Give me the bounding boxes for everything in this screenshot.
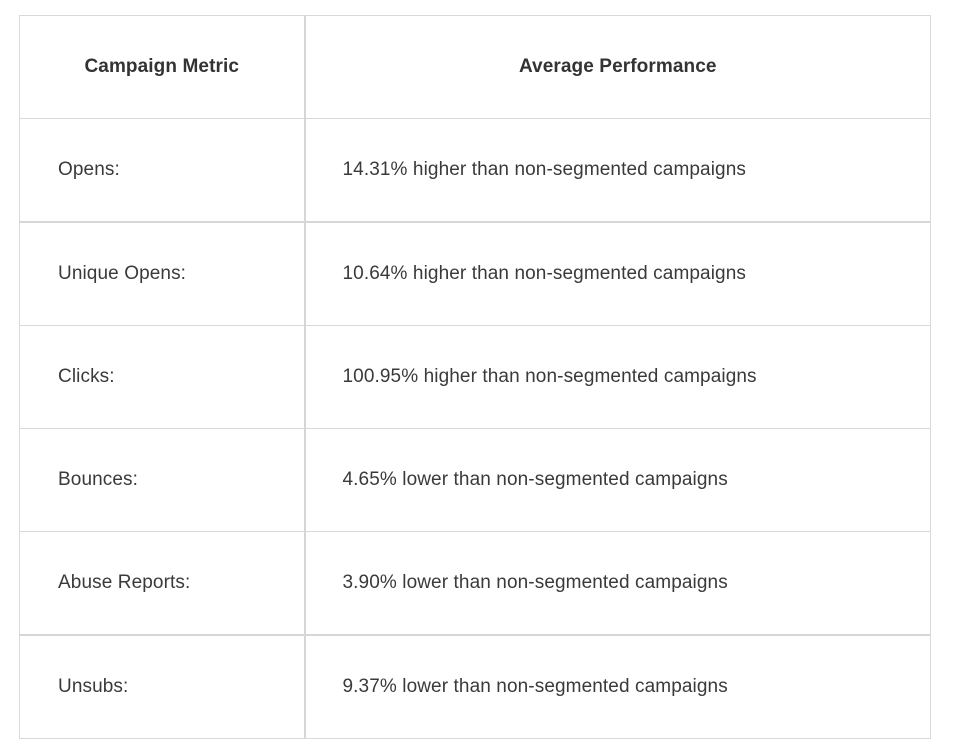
performance-cell: 4.65% lower than non-segmented campaigns	[304, 428, 931, 532]
table-row: Abuse Reports: 3.90% lower than non-segm…	[19, 531, 931, 636]
metric-cell: Clicks:	[19, 325, 306, 429]
table-row: Unsubs: 9.37% lower than non-segmented c…	[19, 634, 931, 739]
header-campaign-metric: Campaign Metric	[19, 15, 306, 119]
performance-cell: 10.64% higher than non-segmented campaig…	[304, 221, 931, 326]
performance-cell: 3.90% lower than non-segmented campaigns	[304, 531, 931, 636]
header-row: Campaign Metric Average Performance	[19, 15, 931, 119]
metric-cell: Abuse Reports:	[19, 531, 306, 636]
metric-cell: Bounces:	[19, 428, 306, 532]
table-row: Opens: 14.31% higher than non-segmented …	[19, 118, 931, 223]
campaign-metrics-table: Campaign Metric Average Performance Open…	[19, 15, 931, 739]
table-row: Unique Opens: 10.64% higher than non-seg…	[19, 221, 931, 326]
table-body: Opens: 14.31% higher than non-segmented …	[19, 118, 931, 739]
metric-cell: Unsubs:	[19, 634, 306, 739]
metric-cell: Unique Opens:	[19, 221, 306, 326]
performance-cell: 9.37% lower than non-segmented campaigns	[304, 634, 931, 739]
header-average-performance: Average Performance	[304, 15, 931, 119]
metric-cell: Opens:	[19, 118, 306, 223]
performance-cell: 14.31% higher than non-segmented campaig…	[304, 118, 931, 223]
table-header: Campaign Metric Average Performance	[19, 15, 931, 119]
table-row: Clicks: 100.95% higher than non-segmente…	[19, 325, 931, 429]
campaign-metrics-table-container: Campaign Metric Average Performance Open…	[19, 15, 931, 739]
performance-cell: 100.95% higher than non-segmented campai…	[304, 325, 931, 429]
table-row: Bounces: 4.65% lower than non-segmented …	[19, 428, 931, 532]
